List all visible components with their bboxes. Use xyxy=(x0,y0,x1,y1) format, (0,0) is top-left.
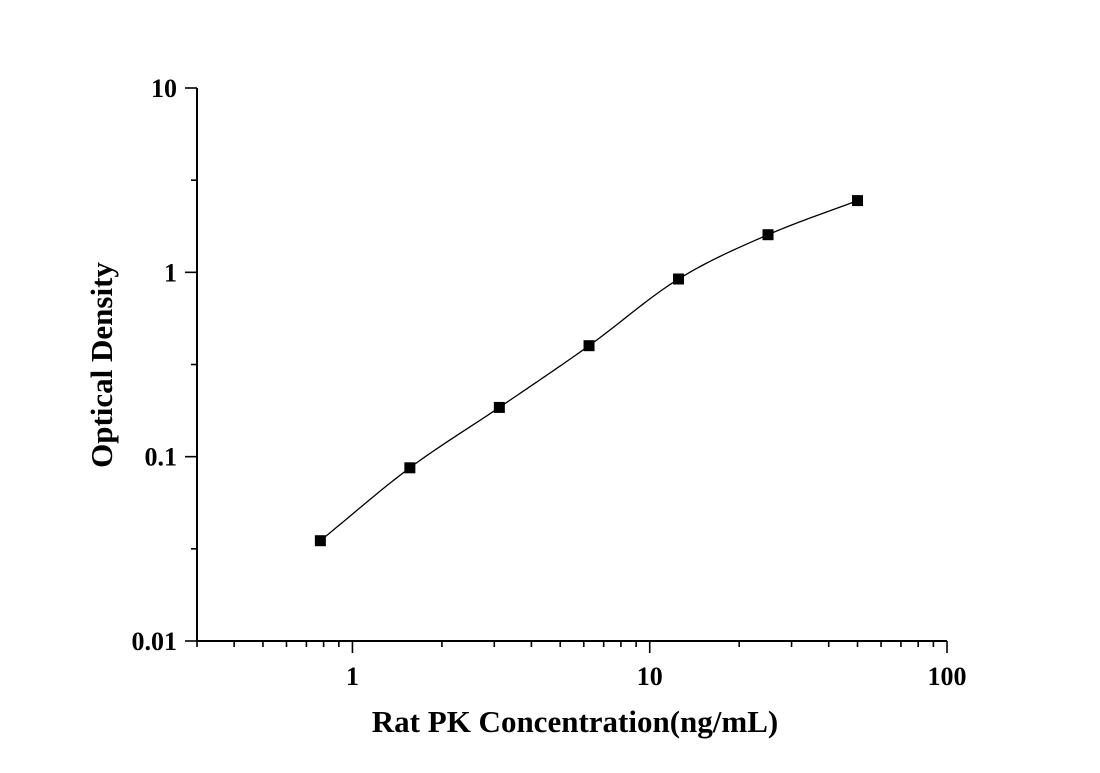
data-point xyxy=(583,340,595,352)
y-tick-label: 0.1 xyxy=(145,443,178,472)
y-tick-label: 0.01 xyxy=(132,627,178,656)
y-tick-label: 10 xyxy=(151,74,177,103)
axes xyxy=(196,88,947,642)
data-points xyxy=(314,195,864,547)
axis-ticks xyxy=(185,87,948,653)
x-axis-title: Rat PK Concentration(ng/mL) xyxy=(372,704,778,739)
y-axis-title: Optical Density xyxy=(84,262,119,468)
fit-curve-line xyxy=(319,199,858,542)
y-tick-label: 1 xyxy=(164,258,177,287)
data-point xyxy=(314,535,326,547)
data-point xyxy=(404,462,416,474)
data-point xyxy=(493,401,505,413)
data-point xyxy=(673,273,685,285)
data-point xyxy=(762,229,774,241)
x-tick-label: 100 xyxy=(928,662,967,691)
x-tick-label: 10 xyxy=(637,662,663,691)
x-tick-label: 1 xyxy=(346,662,359,691)
tick-labels: 1 10 100 0.01 0.1 1 10 xyxy=(132,74,967,691)
data-point xyxy=(852,195,864,207)
